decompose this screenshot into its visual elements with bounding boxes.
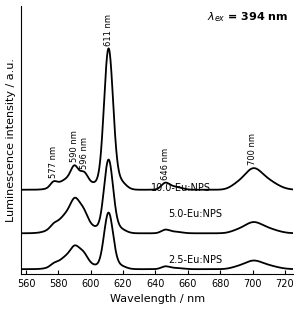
- Text: 590 nm: 590 nm: [70, 131, 79, 162]
- Text: 611 nm: 611 nm: [104, 14, 113, 46]
- Text: 2.5-Eu:NPS: 2.5-Eu:NPS: [169, 255, 222, 265]
- Y-axis label: Luminescence intensity / a.u.: Luminescence intensity / a.u.: [5, 58, 16, 222]
- Text: 5.0-Eu:NPS: 5.0-Eu:NPS: [169, 209, 222, 219]
- Text: 577 nm: 577 nm: [49, 146, 58, 179]
- X-axis label: Wavelength / nm: Wavelength / nm: [110, 294, 205, 304]
- Text: 646 nm: 646 nm: [161, 148, 170, 180]
- Text: $\lambda_{ex}$ = 394 nm: $\lambda_{ex}$ = 394 nm: [207, 10, 288, 24]
- Text: 10.0-Eu:NPS: 10.0-Eu:NPS: [150, 183, 211, 193]
- Text: 596 nm: 596 nm: [80, 137, 89, 169]
- Text: 700 nm: 700 nm: [248, 133, 257, 166]
